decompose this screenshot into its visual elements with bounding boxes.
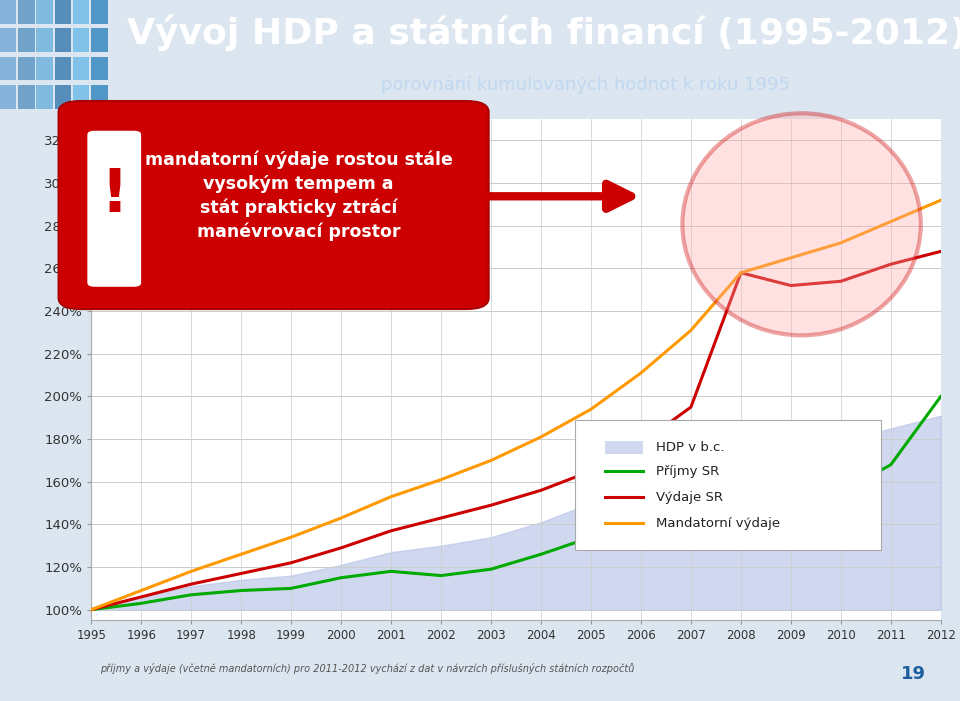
Bar bbox=[55, 85, 71, 109]
Text: HDP v b.c.: HDP v b.c. bbox=[657, 441, 725, 454]
Bar bbox=[18, 85, 35, 109]
Text: 19: 19 bbox=[901, 665, 926, 683]
FancyBboxPatch shape bbox=[59, 101, 489, 309]
Bar bbox=[73, 57, 89, 81]
Text: Mandatorní výdaje: Mandatorní výdaje bbox=[657, 517, 780, 530]
Bar bbox=[0, 0, 16, 24]
Bar bbox=[18, 28, 35, 52]
Text: !: ! bbox=[100, 166, 129, 225]
Bar bbox=[91, 85, 108, 109]
Bar bbox=[0, 28, 16, 52]
Text: Výdaje SR: Výdaje SR bbox=[657, 491, 723, 503]
Bar bbox=[73, 85, 89, 109]
Bar bbox=[73, 28, 89, 52]
FancyBboxPatch shape bbox=[87, 130, 141, 287]
Bar bbox=[91, 28, 108, 52]
Bar bbox=[0, 57, 16, 81]
Bar bbox=[55, 0, 71, 24]
FancyBboxPatch shape bbox=[575, 420, 881, 550]
Bar bbox=[36, 57, 53, 81]
Bar bbox=[36, 28, 53, 52]
Bar bbox=[0, 85, 16, 109]
Bar bbox=[36, 0, 53, 24]
Bar bbox=[55, 57, 71, 81]
Bar bbox=[18, 0, 35, 24]
Text: Vývoj HDP a státních financí (1995-2012): Vývoj HDP a státních financí (1995-2012) bbox=[128, 14, 960, 51]
Bar bbox=[55, 28, 71, 52]
Text: mandatorní výdaje rostou stále
vysokým tempem a
stát prakticky ztrácí
manévrovac: mandatorní výdaje rostou stále vysokým t… bbox=[145, 151, 452, 241]
Bar bbox=[91, 57, 108, 81]
Bar bbox=[18, 57, 35, 81]
FancyBboxPatch shape bbox=[605, 441, 643, 454]
Text: příjmy a výdaje (včetně mandatorních) pro 2011-2012 vychází z dat v návrzích pří: příjmy a výdaje (včetně mandatorních) pr… bbox=[100, 663, 634, 674]
Bar bbox=[36, 85, 53, 109]
Ellipse shape bbox=[683, 114, 921, 335]
Text: Příjmy SR: Příjmy SR bbox=[657, 465, 719, 477]
Bar bbox=[73, 0, 89, 24]
Text: porovnání kumulovaných hodnot k roku 1995: porovnání kumulovaných hodnot k roku 199… bbox=[381, 76, 790, 94]
Bar bbox=[91, 0, 108, 24]
